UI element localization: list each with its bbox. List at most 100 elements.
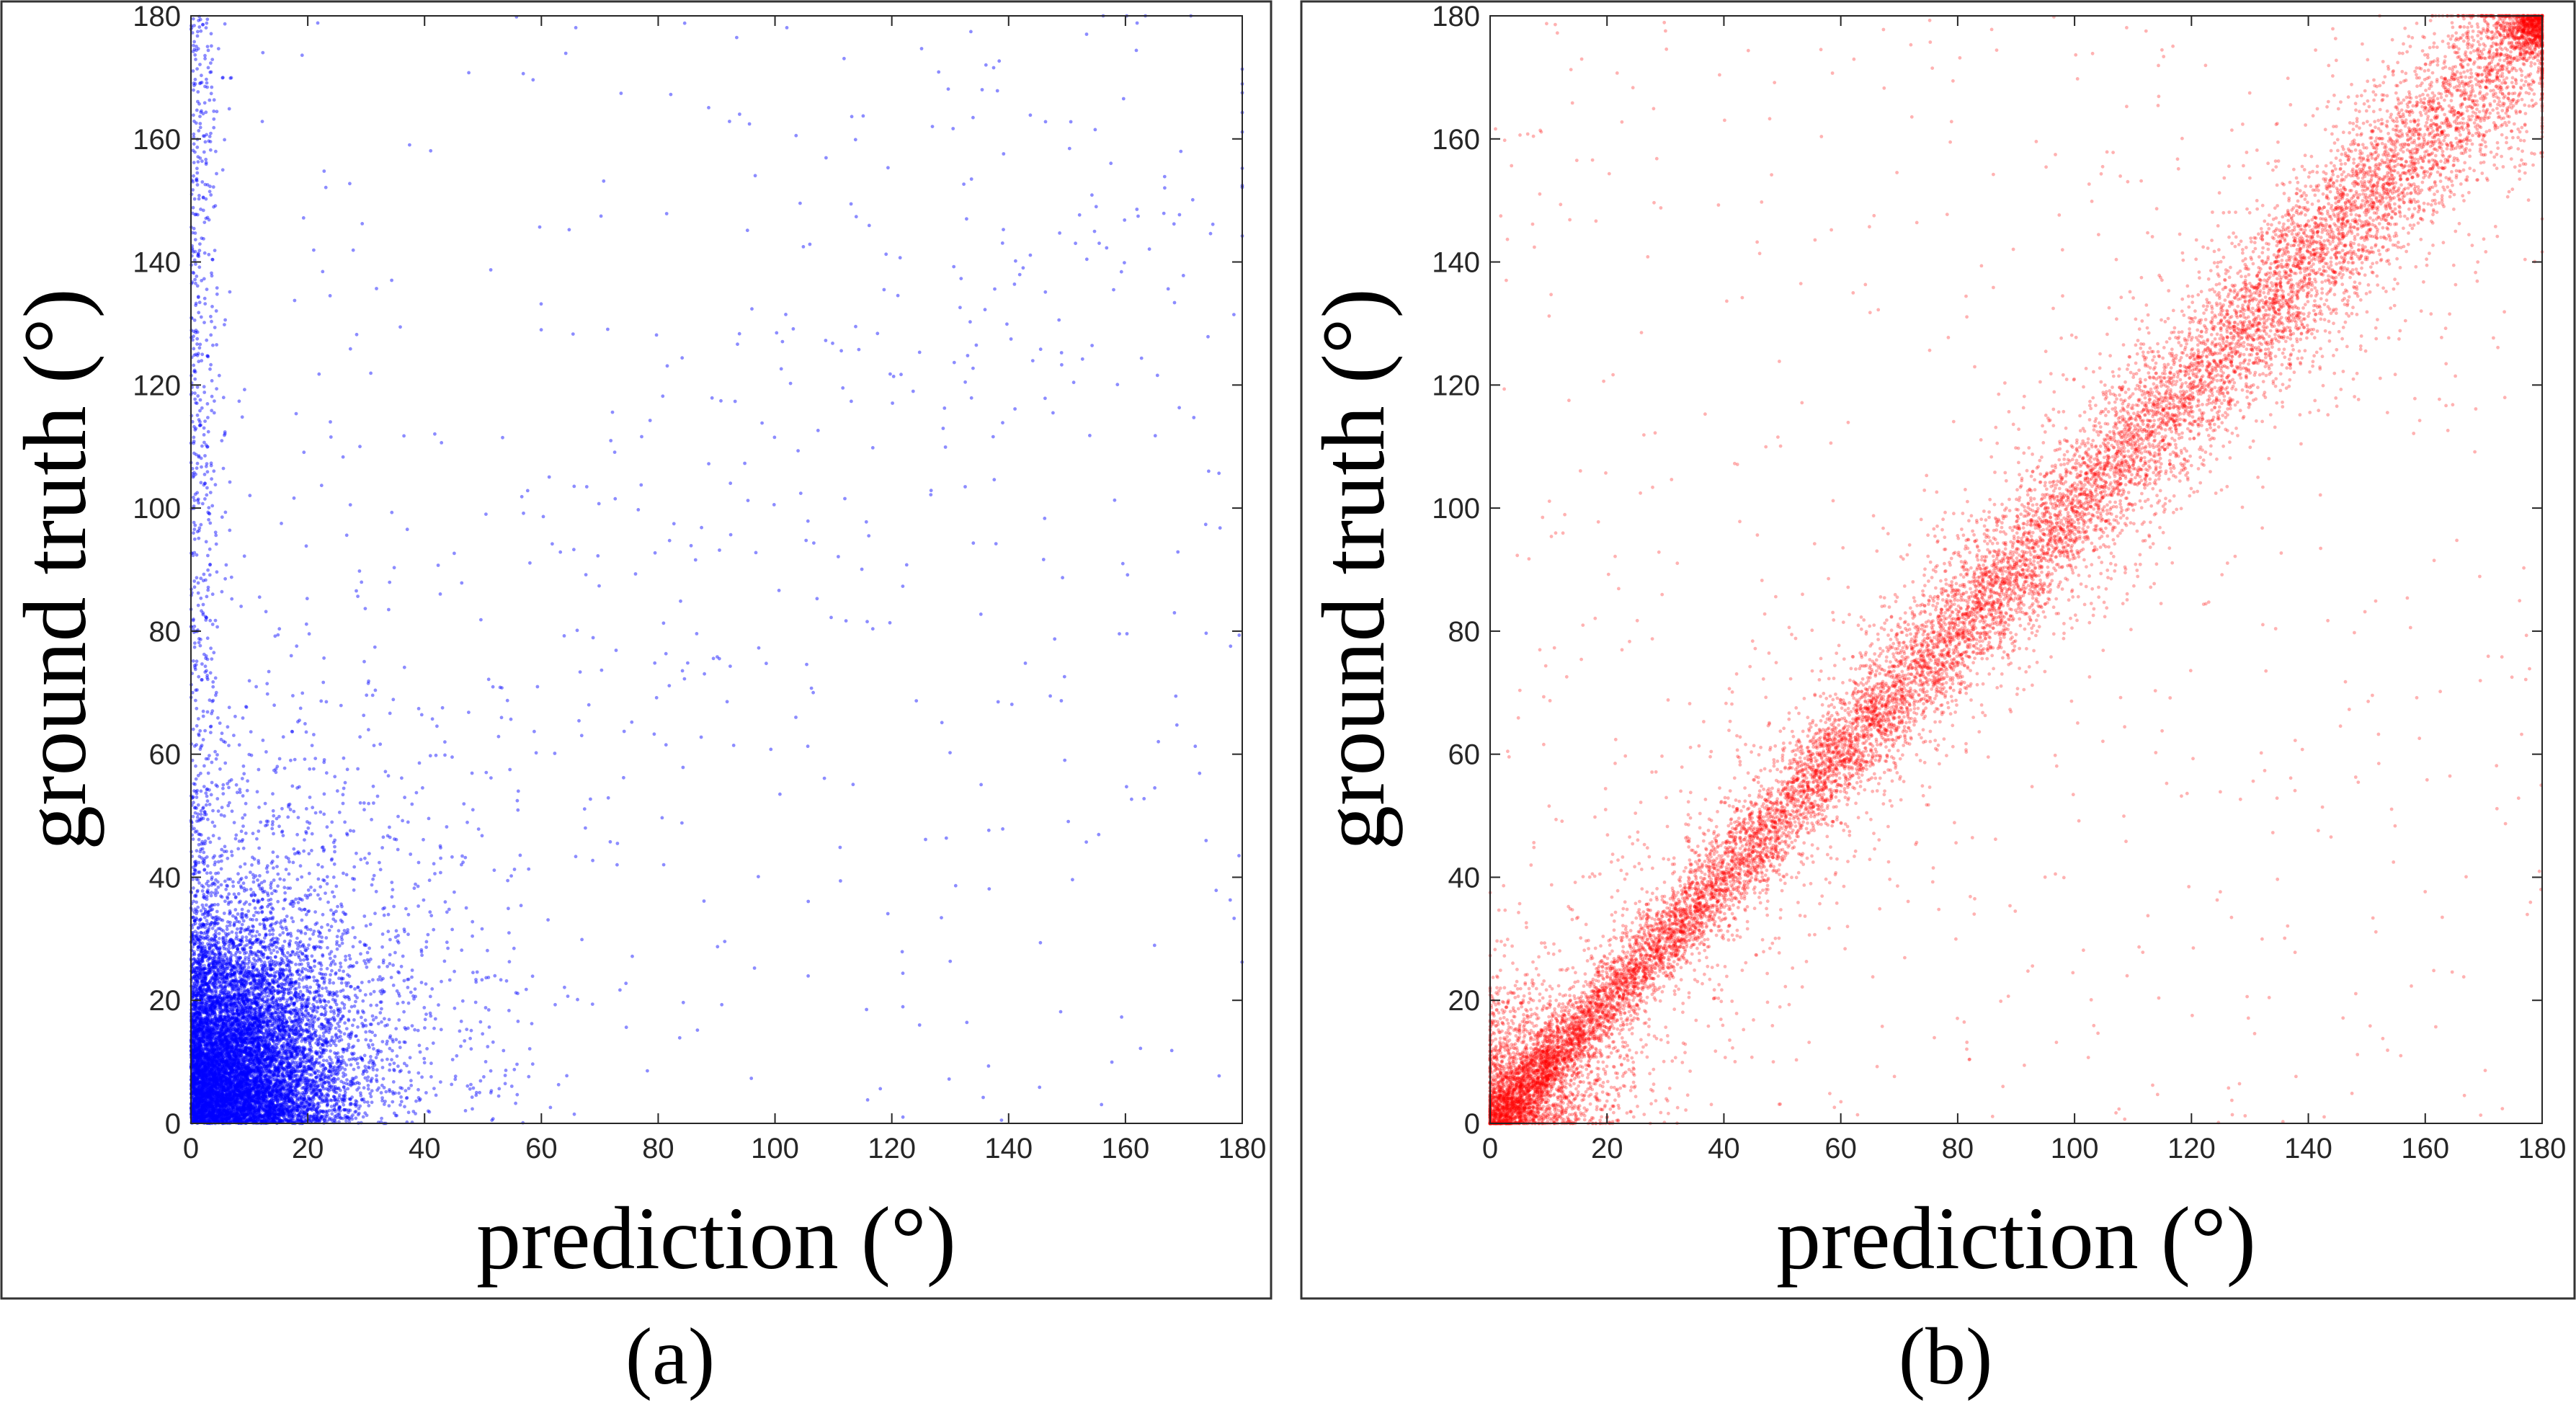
- data-point: [219, 1102, 223, 1107]
- data-point: [227, 892, 231, 896]
- data-point: [202, 1084, 206, 1089]
- data-point: [200, 1110, 205, 1114]
- data-point: [208, 966, 212, 970]
- data-point: [318, 885, 323, 889]
- data-point: [328, 992, 332, 997]
- data-point: [192, 1069, 195, 1074]
- data-point: [244, 1049, 249, 1053]
- data-point: [244, 1048, 248, 1052]
- data-point: [200, 969, 205, 973]
- data-point: [285, 914, 289, 918]
- data-point: [248, 970, 252, 974]
- data-point: [226, 1081, 230, 1084]
- data-point: [375, 1088, 379, 1092]
- data-point: [270, 937, 274, 942]
- data-point: [194, 1118, 197, 1123]
- data-point: [348, 957, 352, 961]
- data-point: [363, 1018, 367, 1022]
- data-point: [205, 1046, 208, 1051]
- data-point: [248, 1087, 252, 1091]
- data-point: [337, 929, 341, 933]
- data-point: [284, 1052, 288, 1056]
- data-point: [330, 1112, 334, 1116]
- data-point: [321, 1059, 326, 1062]
- data-point: [331, 994, 335, 997]
- data-point: [210, 891, 213, 894]
- data-point: [262, 1011, 266, 1015]
- data-point: [245, 1098, 249, 1102]
- data-point: [355, 1061, 360, 1066]
- data-point: [190, 1028, 195, 1032]
- data-point: [280, 971, 285, 976]
- data-point: [224, 1065, 228, 1069]
- data-point: [336, 904, 339, 909]
- data-point: [233, 1039, 238, 1043]
- data-point: [318, 810, 323, 814]
- data-point: [354, 999, 357, 1004]
- data-point: [206, 1077, 210, 1082]
- data-point: [251, 997, 256, 1002]
- data-point: [304, 1015, 308, 1019]
- data-point: [309, 885, 313, 889]
- data-point: [213, 1084, 218, 1089]
- data-point: [335, 940, 339, 944]
- data-point: [228, 923, 232, 927]
- data-point: [204, 949, 208, 953]
- data-point: [285, 1048, 288, 1053]
- data-point: [305, 975, 309, 979]
- data-point: [325, 1059, 329, 1063]
- data-point: [246, 955, 251, 959]
- data-point: [244, 1075, 247, 1079]
- data-point: [321, 1031, 326, 1035]
- data-point: [239, 1080, 243, 1084]
- data-point: [282, 878, 286, 882]
- data-point: [221, 1113, 226, 1118]
- data-point: [351, 926, 355, 930]
- data-point: [259, 1096, 263, 1100]
- data-point: [259, 1019, 263, 1023]
- data-point: [313, 964, 316, 968]
- data-point: [231, 1046, 234, 1050]
- data-point: [262, 1020, 266, 1024]
- data-point: [234, 1115, 239, 1120]
- data-point: [219, 1059, 223, 1063]
- data-point: [209, 978, 213, 982]
- data-point: [228, 956, 233, 961]
- data-point: [407, 1070, 411, 1074]
- data-point: [230, 1022, 234, 1027]
- data-point: [268, 932, 272, 937]
- data-point: [261, 1062, 265, 1066]
- data-point: [354, 1116, 358, 1120]
- data-point: [251, 1030, 255, 1035]
- data-point: [380, 1058, 384, 1062]
- data-point: [203, 1115, 208, 1119]
- data-point: [241, 1116, 246, 1120]
- data-point: [269, 1105, 274, 1109]
- data-point: [370, 1100, 374, 1105]
- data-point: [217, 1099, 221, 1103]
- data-point: [215, 909, 219, 914]
- data-point: [200, 1112, 204, 1116]
- data-point: [259, 1119, 264, 1123]
- data-point: [290, 1020, 294, 1024]
- data-point: [231, 1022, 236, 1026]
- data-point: [380, 1066, 385, 1069]
- data-point: [215, 1086, 218, 1090]
- data-point: [197, 1052, 201, 1056]
- data-point: [192, 1046, 196, 1050]
- data-point: [234, 1099, 238, 1103]
- data-point: [301, 1059, 306, 1063]
- data-point: [306, 957, 310, 961]
- data-point: [373, 912, 377, 916]
- data-point: [246, 998, 249, 1002]
- data-point: [225, 1113, 229, 1117]
- data-point: [369, 992, 373, 996]
- data-point: [245, 1081, 249, 1085]
- data-point: [329, 973, 332, 977]
- data-point: [254, 1111, 258, 1115]
- data-point: [293, 1108, 296, 1112]
- data-point: [250, 1028, 254, 1031]
- data-point: [223, 1105, 228, 1108]
- data-point: [246, 1105, 251, 1109]
- data-point: [264, 1046, 267, 1050]
